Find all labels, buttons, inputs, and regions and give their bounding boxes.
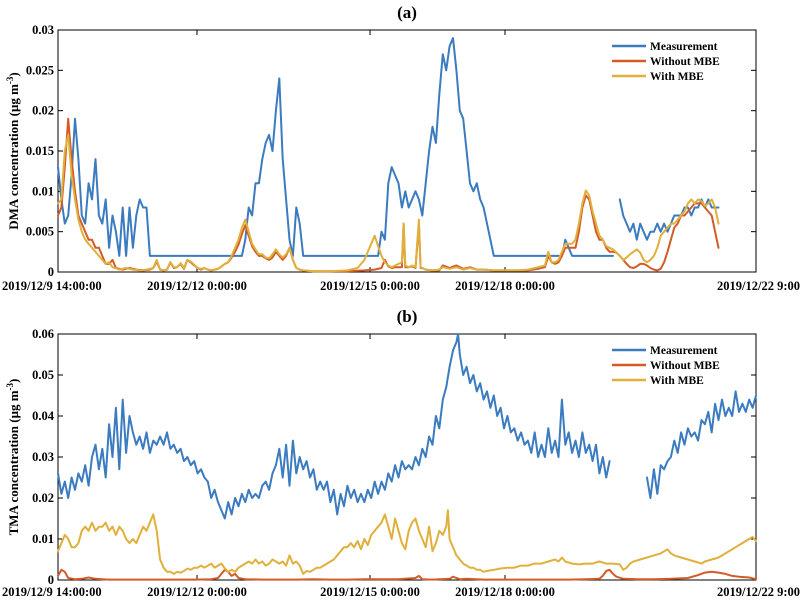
x-tick-label: 2019/12/18 0:00:00: [455, 279, 555, 293]
series-measurement: [57, 333, 757, 520]
series-with-mbe: [57, 509, 757, 575]
y-tick-label: 0: [48, 573, 54, 587]
y-tick-label: 0.015: [26, 144, 54, 158]
series-line: [646, 390, 757, 499]
y-tick-label: 0: [48, 265, 54, 279]
x-tick-label: 2019/12/22 9:00: [717, 585, 800, 599]
y-axis-label: TMA concentration (μg m-3): [5, 379, 21, 536]
legend-label: Without MBE: [650, 360, 720, 372]
chart-panel-a: (a) 0 0.005 0.01 0.015 0.02 0.025 0.03 2019/12/9…: [2, 3, 800, 293]
y-tick-label: 0.01: [32, 532, 54, 546]
y-tick-label: 0.06: [32, 327, 54, 341]
x-tick-label: 2019/12/18 0:00:00: [455, 585, 555, 599]
y-axis-label-exponent: -3: [5, 382, 15, 390]
series-measurement: [57, 37, 720, 257]
series-with-mbe: [57, 133, 720, 273]
y-axis-label: DMA concentration (μg m-3): [5, 72, 21, 230]
legend-label: Without MBE: [650, 56, 720, 68]
y-axis-label-end: ): [6, 72, 21, 76]
series-line: [57, 333, 611, 520]
chart-panel-b: (b) 0 0.01 0.02 0.03 0.04 0.05 0.06 2019/12/9 14…: [2, 307, 800, 599]
legend-label: With MBE: [650, 71, 704, 83]
panel-title: (b): [397, 307, 418, 326]
y-tick-label: 0.03: [32, 23, 54, 37]
panel-title: (a): [397, 3, 417, 22]
y-tick-label: 0.005: [26, 225, 54, 239]
series-line: [57, 509, 757, 575]
x-tick-label: 2019/12/12 0:00:00: [147, 585, 247, 599]
series-line: [57, 133, 720, 273]
x-tick-label: 2019/12/9 14:00:00: [2, 585, 102, 599]
y-tick-label: 0.04: [32, 409, 55, 423]
y-tick-label: 0.025: [26, 63, 54, 77]
y-axis-label-exponent: -3: [5, 76, 15, 84]
y-axis-label-main: DMA concentration (μg m: [6, 84, 21, 230]
y-axis-label-end: ): [6, 379, 21, 383]
x-tick-label: 2019/12/15 0:00:00: [320, 279, 420, 293]
series-line: [57, 37, 614, 257]
x-tick-label: 2019/12/22 9:00: [717, 279, 800, 293]
y-tick-label: 0.02: [32, 491, 54, 505]
y-tick-label: 0.05: [32, 368, 54, 382]
y-tick-label: 0.02: [32, 104, 54, 118]
x-tick-label: 2019/12/9 14:00:00: [2, 279, 102, 293]
legend-label: Measurement: [650, 345, 718, 357]
x-tick-label: 2019/12/12 0:00:00: [147, 279, 247, 293]
y-tick-label: 0.01: [32, 184, 54, 198]
legend-label: With MBE: [650, 375, 704, 387]
series-line: [57, 568, 757, 581]
x-tick-label: 2019/12/15 0:00:00: [320, 585, 420, 599]
y-tick-label: 0.03: [32, 450, 54, 464]
legend-label: Measurement: [650, 41, 718, 53]
series-without-mbe: [57, 568, 757, 581]
y-axis-label-main: TMA concentration (μg m: [6, 390, 21, 535]
